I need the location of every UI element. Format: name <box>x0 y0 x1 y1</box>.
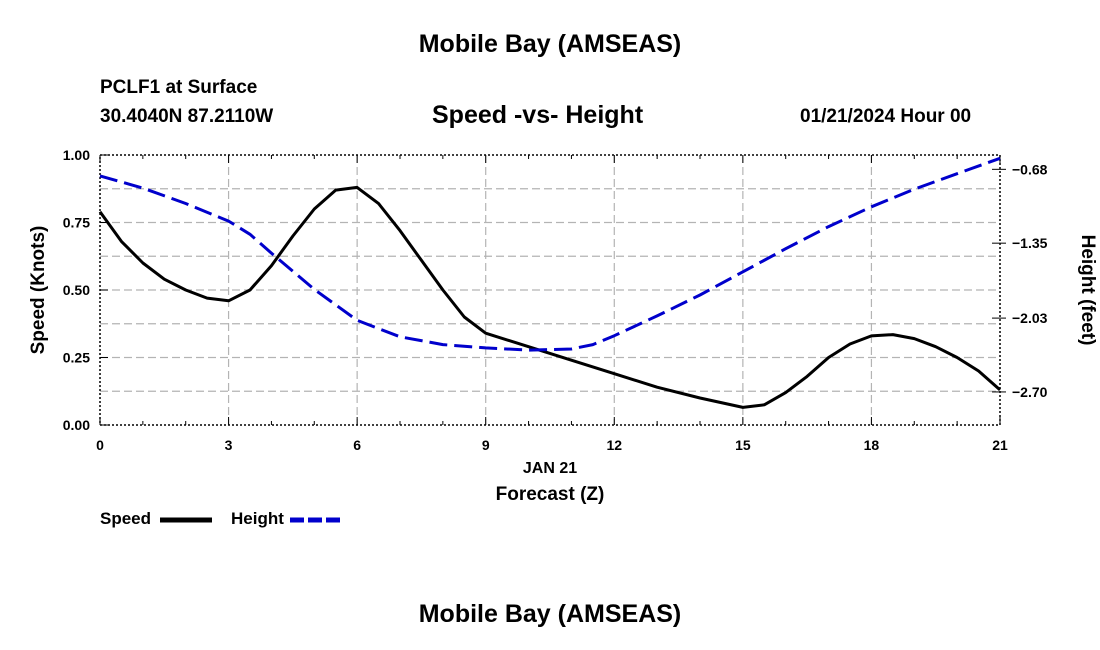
y2-axis-label: Height (feet) <box>1077 235 1098 346</box>
series-lines <box>98 156 1001 409</box>
legend-height-label: Height <box>231 509 284 528</box>
axis-ticks: 0 3 6 9 12 15 18 21 0.00 0.25 0.50 0.75 1.00 −0.68 −1.… <box>63 147 1048 453</box>
x-tick-label: 15 <box>735 437 751 453</box>
datetime-label: 01/21/2024 Hour 00 <box>800 106 972 127</box>
x-tick-label: 0 <box>96 437 104 453</box>
chart-title: Speed -vs- Height <box>432 101 644 129</box>
y-axis-label: Speed (Knots) <box>28 226 49 355</box>
x-tick-label: 12 <box>606 437 622 453</box>
x-tick-label: 3 <box>225 437 233 453</box>
x-tick-label: 9 <box>482 437 490 453</box>
x-axis-label: Forecast (Z) <box>496 484 605 505</box>
height-series-line <box>99 156 1001 352</box>
y-tick-label: 0.00 <box>63 417 90 433</box>
x-tick-label: 18 <box>864 437 880 453</box>
y-tick-label: 0.75 <box>63 215 90 231</box>
bottom-title: Mobile Bay (AMSEAS) <box>418 600 682 628</box>
station-label: PCLF1 at Surface <box>100 77 258 98</box>
grid-lines <box>100 155 1000 425</box>
y2-tick-label: −1.35 <box>1012 235 1048 251</box>
y-tick-label: 0.25 <box>63 350 90 366</box>
legend-speed-label: Speed <box>100 509 152 528</box>
top-title: Mobile Bay (AMSEAS) <box>418 30 682 58</box>
speed-series-line <box>98 185 1001 409</box>
x-tick-label: 21 <box>992 437 1008 453</box>
y2-tick-label: −2.03 <box>1012 310 1048 326</box>
x-date-label: JAN 21 <box>523 460 577 477</box>
coordinates-label: 30.4040N 87.2110W <box>100 106 274 127</box>
y2-tick-label: −0.68 <box>1012 161 1048 177</box>
x-tick-label: 6 <box>353 437 361 453</box>
y-tick-label: 1.00 <box>63 147 90 163</box>
y2-tick-label: −2.70 <box>1012 384 1048 400</box>
y-tick-label: 0.50 <box>63 282 90 298</box>
